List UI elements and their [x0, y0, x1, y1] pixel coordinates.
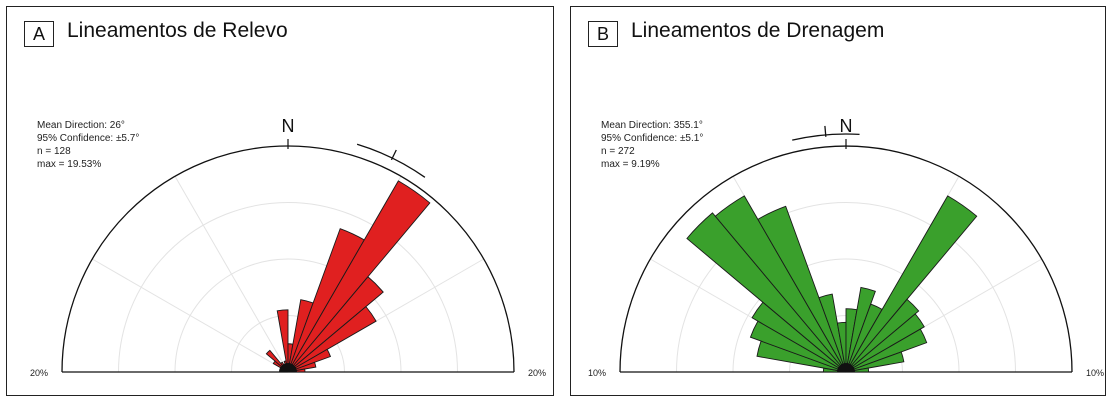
rose-petal [845, 298, 920, 373]
center-hub [279, 363, 297, 372]
mean-direction-tick [824, 125, 827, 137]
rose-petal [287, 276, 384, 373]
grid-spoke [92, 258, 289, 373]
stat-max: max = 9.19% [601, 159, 660, 170]
grid-ring [118, 202, 458, 373]
grid-ring [676, 202, 1016, 373]
scale-label-right: 10% [1086, 368, 1104, 378]
rose-petal [845, 328, 928, 373]
rose-petal [276, 309, 289, 373]
rose-petal [845, 351, 905, 373]
panel-title: Lineamentos de Drenagem [631, 19, 885, 42]
rose-panel-relevo: A Lineamentos de Relevo Mean Direction: … [6, 6, 554, 396]
rose-diagram-drenagem: N 10% 10% [588, 116, 1104, 378]
rose-petal [818, 293, 847, 373]
stats-block: Mean Direction: 26° 95% Confidence: ±5.7… [37, 119, 139, 171]
stat-confidence: 95% Confidence: ±5.7° [37, 133, 140, 144]
rose-petal [287, 180, 431, 373]
north-label: N [282, 116, 295, 136]
rose-petal [686, 212, 847, 373]
grid-ring [732, 258, 960, 373]
stat-mean-direction: Mean Direction: 355.1° [601, 120, 703, 131]
grid-ring [174, 258, 402, 373]
scale-label-left: 20% [30, 368, 48, 378]
panel-letter-box: A [24, 21, 54, 47]
rose-panel-drenagem: B Lineamentos de Drenagem Mean Direction… [570, 6, 1106, 396]
rose-petal [714, 195, 847, 373]
stat-n: n = 128 [37, 146, 71, 157]
stat-mean-direction: Mean Direction: 26° [37, 120, 125, 131]
rose-petal [845, 195, 978, 373]
rose-petal [757, 205, 847, 373]
stats-block: Mean Direction: 355.1° 95% Confidence: ±… [601, 119, 703, 171]
grid-spoke [174, 176, 289, 373]
rose-diagram-relevo: N 20% 20% [30, 116, 546, 378]
scale-label-left: 10% [588, 368, 606, 378]
mean-direction-tick [390, 149, 397, 161]
stat-confidence: 95% Confidence: ±5.1° [601, 133, 704, 144]
rose-petal [845, 313, 925, 373]
scale-label-right: 20% [528, 368, 546, 378]
panel-letter-box: B [588, 21, 618, 47]
rose-petal [287, 305, 377, 373]
stat-max: max = 19.53% [37, 159, 102, 170]
panel-title: Lineamentos de Relevo [67, 19, 288, 42]
north-label: N [840, 116, 853, 136]
rose-petal [287, 348, 332, 373]
stat-n: n = 272 [601, 146, 635, 157]
center-hub [837, 363, 855, 372]
